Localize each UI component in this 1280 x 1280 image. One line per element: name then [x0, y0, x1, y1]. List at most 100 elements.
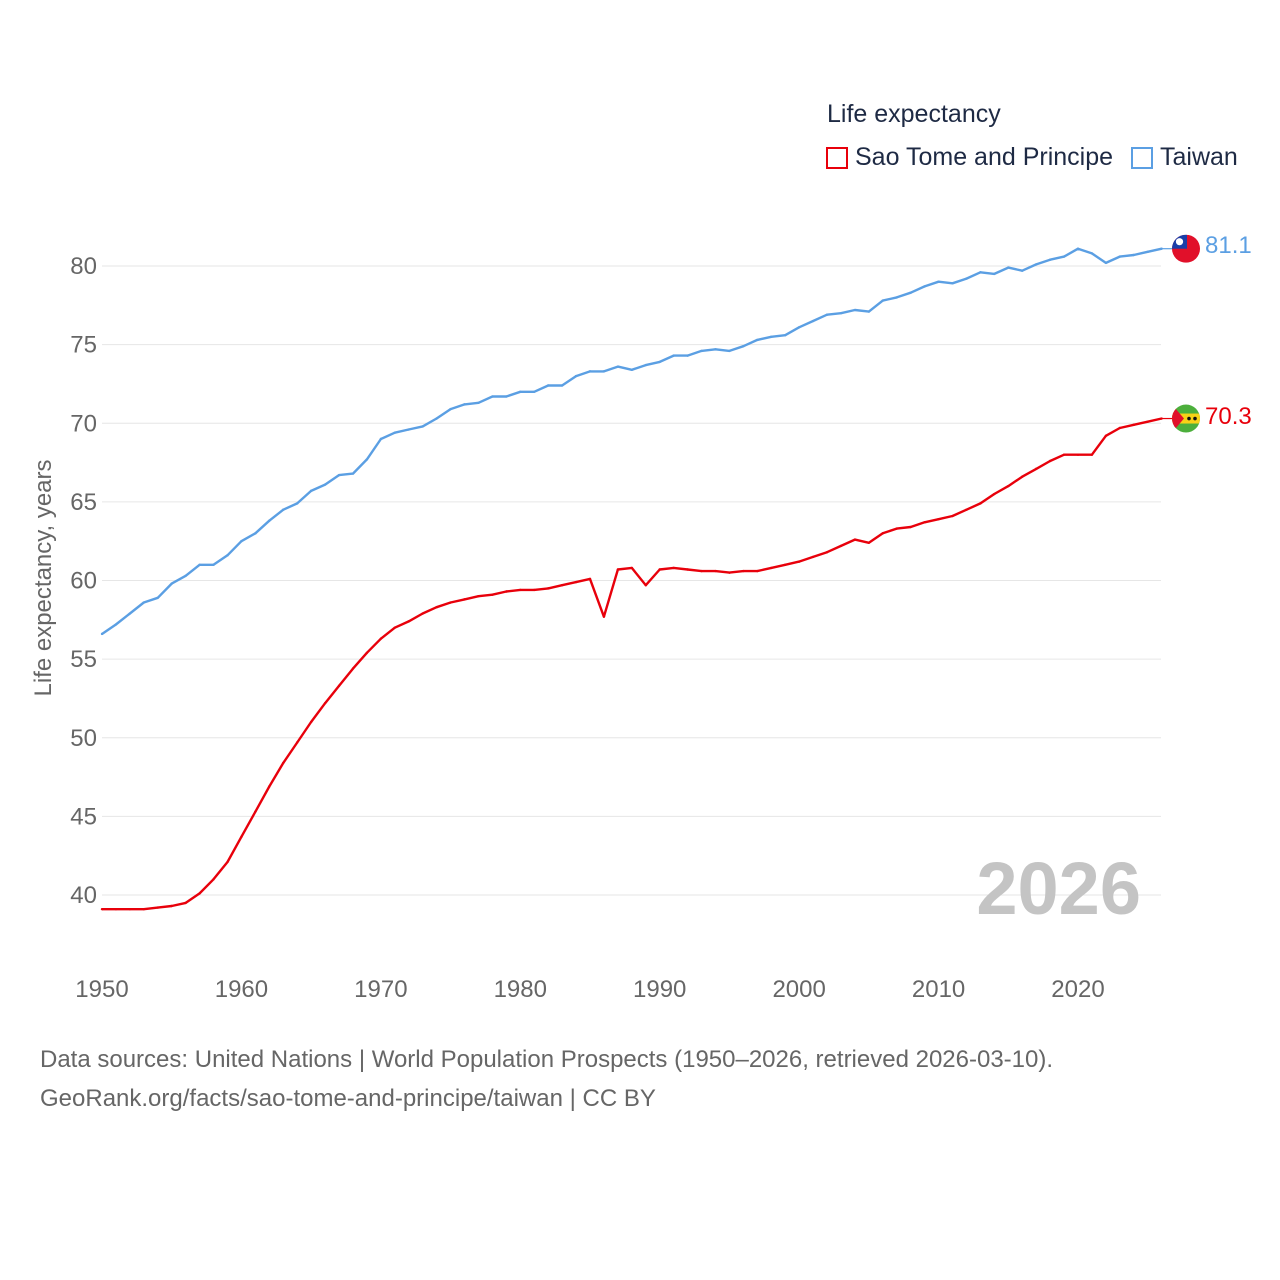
data-point-taiwan: [296, 502, 299, 505]
data-point-sao-tome-and-principe: [156, 906, 159, 909]
data-point-sao-tome-and-principe: [184, 901, 187, 905]
data-point-sao-tome-and-principe: [449, 601, 452, 604]
data-point-taiwan: [672, 354, 675, 357]
data-point-taiwan: [588, 370, 592, 373]
data-point-taiwan: [1118, 255, 1122, 258]
x-tick-label: 2000: [772, 976, 825, 1003]
data-point-taiwan: [351, 472, 355, 475]
legend-item-sao-tome[interactable]: Sao Tome and Principe: [826, 143, 1113, 172]
taiwan-end-value: 81.1: [1205, 232, 1252, 259]
data-point-sao-tome-and-principe: [1034, 467, 1038, 471]
legend-swatch-taiwan: [1131, 146, 1153, 169]
data-point-sao-tome-and-principe: [1146, 420, 1149, 423]
data-point-sao-tome-and-principe: [407, 620, 410, 623]
data-point-sao-tome-and-principe: [909, 525, 912, 529]
data-point-sao-tome-and-principe: [993, 492, 996, 496]
data-point-sao-tome-and-principe: [672, 566, 675, 570]
data-point-sao-tome-and-principe: [770, 566, 773, 570]
legend-label-sao-tome: Sao Tome and Principe: [855, 143, 1114, 171]
data-point-taiwan: [825, 313, 829, 316]
year-watermark: 2026: [976, 847, 1141, 930]
data-point-sao-tome-and-principe: [825, 550, 829, 554]
data-point-sao-tome-and-principe: [198, 892, 201, 895]
data-point-taiwan: [1076, 247, 1080, 250]
data-point-taiwan: [602, 370, 606, 373]
data-point-sao-tome-and-principe: [477, 595, 480, 598]
data-point-taiwan: [142, 601, 146, 604]
data-point-sao-tome-and-principe: [491, 593, 494, 596]
data-point-sao-tome-and-principe: [867, 541, 871, 544]
data-point-taiwan: [742, 344, 745, 348]
data-point-taiwan: [756, 338, 759, 342]
data-point-taiwan: [797, 326, 801, 329]
data-point-taiwan: [491, 395, 494, 398]
data-point-sao-tome-and-principe: [212, 878, 215, 881]
x-axis-ticks: 1950 1960 1970 1980 1990 2000 2010 2020: [75, 976, 1104, 1003]
data-point-sao-tome-and-principe: [951, 514, 954, 518]
data-point-taiwan: [128, 612, 132, 615]
data-point-sao-tome-and-principe: [296, 741, 299, 744]
series-line-taiwan: [101, 247, 1162, 635]
data-point-taiwan: [881, 299, 884, 302]
data-point-taiwan: [1034, 263, 1038, 266]
data-point-taiwan: [100, 632, 104, 636]
data-point-taiwan: [170, 582, 173, 585]
legend-title: Life expectancy: [827, 100, 1001, 128]
data-point-taiwan: [574, 374, 578, 378]
data-point-sao-tome-and-principe: [351, 667, 355, 670]
data-point-sao-tome-and-principe: [784, 563, 787, 566]
data-point-sao-tome-and-principe: [100, 907, 104, 911]
data-point-sao-tome-and-principe: [1062, 453, 1066, 456]
data-point-taiwan: [393, 431, 396, 434]
data-point-sao-tome-and-principe: [379, 637, 383, 640]
data-point-sao-tome-and-principe: [365, 651, 369, 655]
data-point-sao-tome-and-principe: [979, 502, 982, 505]
legend-swatch-sao-tome: [826, 146, 848, 169]
footer-sources: Data sources: United Nations | World Pop…: [40, 1046, 1054, 1073]
data-point-taiwan: [519, 390, 522, 393]
stp-end-value: 70.3: [1205, 403, 1252, 430]
data-point-taiwan: [839, 311, 843, 315]
data-point-sao-tome-and-principe: [1076, 453, 1080, 456]
data-point-sao-tome-and-principe: [142, 907, 146, 911]
data-point-sao-tome-and-principe: [170, 904, 173, 908]
data-point-taiwan: [644, 363, 647, 367]
y-tick-label: 65: [70, 489, 97, 516]
data-point-taiwan: [226, 554, 229, 557]
data-point-taiwan: [630, 368, 634, 371]
data-point-taiwan: [1007, 266, 1010, 269]
data-point-taiwan: [337, 473, 341, 477]
data-point-taiwan: [700, 349, 703, 353]
data-point-sao-tome-and-principe: [616, 568, 620, 571]
data-point-sao-tome-and-principe: [337, 684, 341, 688]
legend-item-taiwan[interactable]: Taiwan: [1131, 143, 1238, 172]
x-tick-label: 2020: [1051, 976, 1104, 1003]
data-point-sao-tome-and-principe: [588, 577, 592, 581]
data-point-sao-tome-and-principe: [282, 761, 285, 765]
data-point-taiwan: [686, 354, 689, 357]
data-point-sao-tome-and-principe: [714, 569, 717, 573]
data-point-taiwan: [505, 395, 508, 398]
data-point-taiwan: [1132, 253, 1135, 257]
y-tick-label: 40: [70, 882, 97, 909]
data-point-sao-tome-and-principe: [463, 598, 466, 601]
data-point-sao-tome-and-principe: [630, 566, 634, 570]
data-point-sao-tome-and-principe: [268, 785, 271, 788]
data-point-taiwan: [784, 333, 787, 337]
data-point-taiwan: [811, 319, 815, 323]
data-point-taiwan: [1104, 261, 1108, 265]
data-point-sao-tome-and-principe: [560, 584, 564, 587]
data-point-sao-tome-and-principe: [1007, 484, 1010, 488]
data-point-taiwan: [1021, 269, 1024, 272]
y-axis-ticks: 40 45 50 55 60 65 70 75 80: [70, 253, 97, 909]
footer-link[interactable]: GeoRank.org/facts/sao-tome-and-principe/…: [40, 1085, 656, 1112]
data-point-sao-tome-and-principe: [811, 555, 815, 559]
data-point-sao-tome-and-principe: [686, 568, 689, 571]
x-tick-label: 1960: [215, 976, 268, 1003]
data-point-taiwan: [309, 489, 313, 493]
data-point-sao-tome-and-principe: [602, 615, 606, 618]
data-point-taiwan: [1048, 258, 1052, 261]
data-point-taiwan: [114, 623, 118, 626]
data-point-sao-tome-and-principe: [435, 606, 438, 609]
